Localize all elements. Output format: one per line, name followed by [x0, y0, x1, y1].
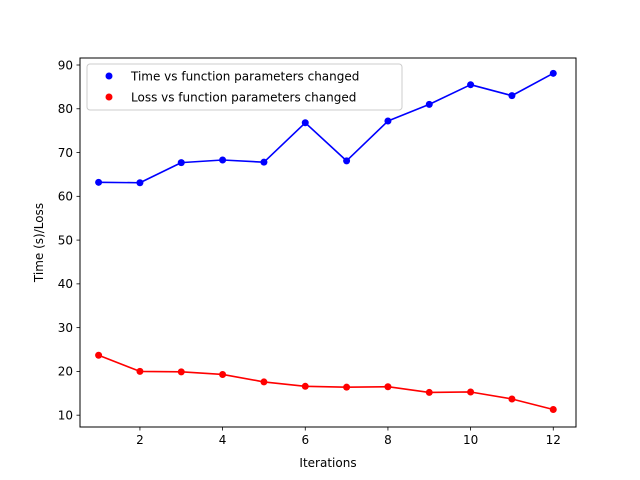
legend-marker-loss — [105, 93, 113, 101]
series-layer — [95, 69, 557, 413]
data-point-1 — [136, 367, 144, 375]
y-tick-label: 40 — [58, 277, 73, 291]
y-tick-label: 70 — [58, 146, 73, 160]
data-point-1 — [467, 388, 475, 396]
data-point-1 — [219, 370, 227, 378]
y-tick-label: 90 — [58, 58, 73, 72]
data-point-1 — [301, 382, 309, 390]
legend-label-loss: Loss vs function parameters changed — [131, 90, 356, 104]
data-point-0 — [467, 81, 475, 89]
y-tick-label: 20 — [58, 365, 73, 379]
x-tick-label: 8 — [384, 433, 392, 447]
plot-area: 2 4 6 8 10 12 10 20 30 40 50 60 70 80 90 — [58, 57, 577, 447]
x-axis: 2 4 6 8 10 12 — [136, 427, 561, 447]
data-point-1 — [425, 388, 433, 396]
data-point-1 — [549, 405, 557, 413]
y-axis-label: Time (s)/Loss — [32, 203, 46, 283]
x-tick-label: 12 — [546, 433, 561, 447]
axes-frame — [79, 57, 577, 428]
x-tick-label: 4 — [219, 433, 227, 447]
series-line-0 — [98, 72, 554, 184]
data-point-0 — [384, 117, 392, 125]
data-point-0 — [425, 100, 433, 108]
y-tick-label: 60 — [58, 190, 73, 204]
data-point-0 — [136, 179, 144, 187]
x-tick-label: 2 — [136, 433, 144, 447]
data-point-0 — [260, 158, 268, 166]
data-point-0 — [343, 157, 351, 165]
legend-marker-time — [105, 72, 113, 80]
y-tick-label: 30 — [58, 321, 73, 335]
data-point-1 — [95, 351, 103, 359]
data-point-0 — [549, 69, 557, 77]
y-tick-label: 50 — [58, 233, 73, 247]
legend-label-time: Time vs function parameters changed — [130, 69, 359, 83]
data-point-0 — [301, 119, 309, 127]
data-point-1 — [384, 383, 392, 391]
data-point-1 — [260, 378, 268, 386]
data-point-0 — [95, 178, 103, 186]
data-point-1 — [508, 395, 516, 403]
series-line-1 — [98, 354, 554, 411]
data-point-0 — [177, 159, 185, 167]
legend: Time vs function parameters changed Loss… — [86, 63, 403, 111]
x-tick-label: 6 — [301, 433, 309, 447]
data-point-1 — [343, 383, 351, 391]
data-point-1 — [177, 368, 185, 376]
y-axis: 10 20 30 40 50 60 70 80 90 — [58, 58, 80, 422]
x-axis-label: Iterations — [299, 456, 356, 470]
x-tick-label: 10 — [463, 433, 478, 447]
legend-box — [86, 63, 403, 111]
data-point-0 — [508, 92, 516, 100]
y-tick-label: 80 — [58, 102, 73, 116]
data-point-0 — [219, 156, 227, 164]
y-tick-label: 10 — [58, 408, 73, 422]
